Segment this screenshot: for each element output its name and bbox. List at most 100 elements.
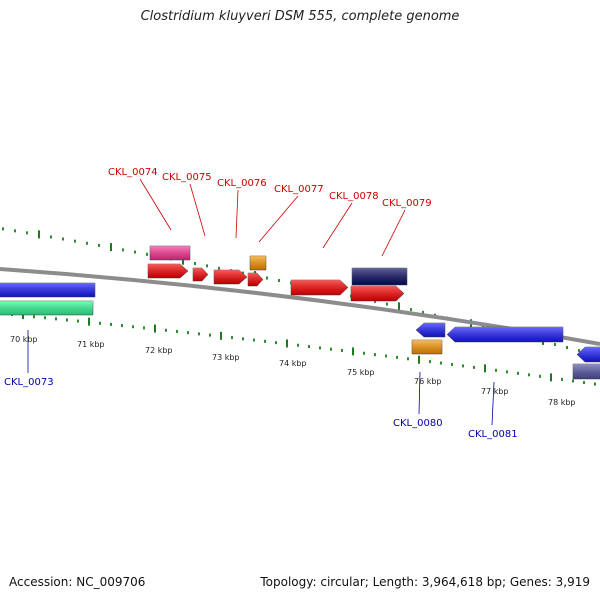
lower-tick [308, 345, 310, 349]
lower-tick [286, 339, 288, 348]
gene-block-slate-shading [573, 364, 600, 379]
gene-block-blue-shading [0, 283, 95, 297]
callout-line [189, 183, 206, 237]
callout-line [491, 381, 495, 426]
lower-tick [99, 321, 101, 325]
lower-tick [429, 360, 431, 364]
lower-tick [198, 332, 200, 336]
upper-tick [554, 342, 556, 346]
upper-tick [86, 241, 88, 245]
upper-tick [134, 250, 136, 254]
lower-tick [209, 333, 211, 337]
upper-tick [386, 302, 388, 306]
upper-tick [578, 349, 580, 353]
lower-tick [385, 354, 387, 358]
lower-tick [341, 349, 343, 353]
upper-tick [410, 308, 412, 312]
callout-line [418, 371, 421, 415]
lower-tick-track [0, 311, 596, 386]
gene-block-navy-shading [352, 268, 407, 285]
lower-tick [187, 331, 189, 335]
lower-tick [495, 368, 497, 372]
gene-label-lower: CKL_0073 [4, 377, 54, 388]
gene-arrow-red-shading [248, 273, 263, 286]
upper-tick [38, 230, 40, 239]
scale-label: 72 kbp [145, 346, 173, 355]
upper-tick [74, 239, 76, 243]
lower-tick [473, 365, 475, 369]
scale-label: 73 kbp [212, 353, 240, 362]
gene-features [0, 245, 600, 380]
upper-tick [182, 256, 184, 265]
gene-arrow-blue-shading [577, 347, 600, 362]
lower-tick [374, 353, 376, 357]
map-title: Clostridium kluyveri DSM 555, complete g… [140, 9, 460, 24]
upper-tick [278, 279, 280, 283]
lower-tick [253, 338, 255, 342]
gene-arrow-blue-shading [416, 323, 445, 337]
upper-tick [266, 276, 268, 280]
lower-tick [176, 329, 178, 333]
gene-label-upper: CKL_0074 [108, 167, 158, 178]
lower-tick [77, 319, 79, 323]
scale-label: 70 kbp [10, 335, 38, 344]
lower-tick [506, 370, 508, 374]
callout-line [258, 195, 299, 243]
lower-tick [319, 346, 321, 350]
lower-tick [242, 337, 244, 341]
gene-arrow-blue-shading [447, 327, 563, 342]
gene-arrow-red-shading [214, 270, 247, 284]
lower-tick [55, 317, 57, 321]
upper-tick [26, 231, 28, 235]
scale-label: 71 kbp [77, 340, 105, 349]
lower-tick [517, 371, 519, 375]
scale-label: 75 kbp [347, 368, 375, 377]
accession-text: Accession: NC_009706 [9, 575, 146, 589]
lower-tick [143, 326, 145, 330]
lower-tick [88, 317, 90, 326]
gene-arrow-red-shading [291, 280, 348, 295]
lower-tick [451, 362, 453, 366]
lower-tick [275, 341, 277, 345]
scale-label: 77 kbp [481, 387, 509, 396]
upper-tick [398, 302, 400, 311]
lower-tick [66, 318, 68, 322]
lower-tick [484, 364, 486, 373]
gene-label-upper: CKL_0077 [274, 184, 324, 195]
lower-tick [440, 361, 442, 365]
lower-tick [539, 374, 541, 378]
upper-tick [98, 243, 100, 247]
lower-tick [418, 355, 420, 364]
upper-tick [14, 229, 16, 233]
lower-tick [165, 328, 167, 332]
lower-tick [561, 377, 563, 381]
gene-arrow-red-shading [148, 264, 188, 278]
genome-summary-text: Topology: circular; Length: 3,964,618 bp… [260, 575, 590, 589]
scale-label: 76 kbp [414, 377, 442, 386]
callout-line [139, 178, 172, 231]
upper-tick [218, 266, 220, 270]
gene-block-orange-shading [250, 256, 266, 270]
upper-tick [242, 271, 244, 275]
gene-label-upper: CKL_0075 [162, 172, 212, 183]
lower-tick [462, 364, 464, 368]
gene-block-teal-shading [0, 301, 93, 315]
upper-tick [2, 227, 4, 231]
lower-tick [407, 357, 409, 361]
lower-tick [396, 355, 398, 359]
gene-block-pink-shading [150, 246, 190, 260]
lower-tick [297, 343, 299, 347]
lower-tick [363, 351, 365, 355]
lower-tick [583, 380, 585, 384]
lower-tick [572, 379, 574, 383]
lower-tick [594, 382, 596, 386]
callout-line [381, 209, 406, 257]
lower-tick [110, 322, 112, 326]
scale-labels: 70 kbp 71 kbp 72 kbp 73 kbp 74 kbp 75 kbp 76 k… [10, 335, 576, 407]
upper-tick [146, 252, 148, 256]
gene-label-upper: CKL_0079 [382, 198, 432, 209]
upper-tick [122, 248, 124, 252]
gene-label-lower: CKL_0080 [393, 418, 443, 429]
upper-tick [62, 237, 64, 241]
callout-line [322, 202, 353, 249]
